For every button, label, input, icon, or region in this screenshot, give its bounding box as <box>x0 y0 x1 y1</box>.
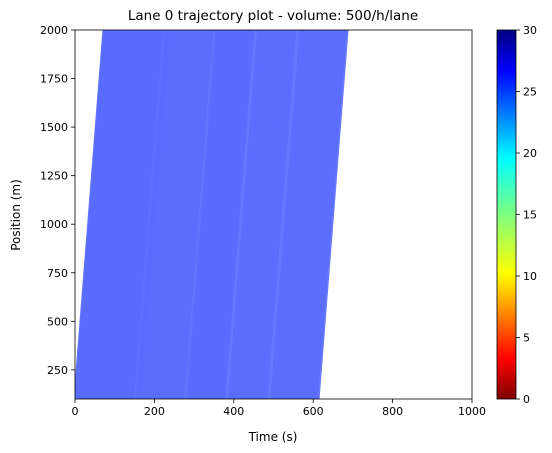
colorbar-tick-label: 0 <box>523 393 530 406</box>
y-tick-label: 1250 <box>40 170 68 183</box>
trajectory-series <box>75 30 349 399</box>
x-tick-label: 600 <box>303 405 324 418</box>
trajectory-line <box>223 30 256 399</box>
y-tick-label: 1750 <box>40 73 68 86</box>
trajectory-line <box>182 30 216 399</box>
y-tick-label: 1000 <box>40 218 68 231</box>
colorbar-tick-label: 20 <box>523 147 537 160</box>
x-tick-label: 1000 <box>458 405 486 418</box>
trajectory-line <box>316 30 349 399</box>
y-tick-label: 2000 <box>40 24 68 37</box>
x-axis-label: Time (s) <box>248 430 298 444</box>
y-axis: 250 500 750 1000 1250 1500 1750 2000 <box>40 24 75 377</box>
y-tick-label: 1500 <box>40 121 68 134</box>
colorbar-tick-label: 30 <box>523 24 537 37</box>
colorbar-ticks: 0 5 10 15 20 25 30 <box>516 24 537 406</box>
trajectory-line <box>132 30 166 399</box>
x-tick-label: 400 <box>223 405 244 418</box>
y-tick-label: 250 <box>47 364 68 377</box>
colorbar-tick-label: 10 <box>523 270 537 283</box>
x-tick-label: 200 <box>144 405 165 418</box>
colorbar-tick-label: 25 <box>523 86 537 99</box>
colorbar-gradient <box>496 29 517 400</box>
y-axis-label: Position (m) <box>9 179 23 251</box>
plot-area <box>74 29 473 400</box>
x-tick-label: 800 <box>382 405 403 418</box>
trajectory-line <box>265 30 299 399</box>
colorbar-tick-label: 5 <box>523 332 530 345</box>
y-tick-label: 500 <box>47 315 68 328</box>
colorbar-tick-label: 15 <box>523 209 537 222</box>
x-tick-label: 0 <box>72 405 79 418</box>
chart-title: Lane 0 trajectory plot - volume: 500/h/l… <box>128 8 418 24</box>
colorbar: 0 5 10 15 20 25 30 <box>496 24 537 406</box>
y-tick-label: 750 <box>47 267 68 280</box>
x-axis: 0 200 400 600 800 1000 <box>72 399 486 418</box>
plot-frame <box>74 29 473 400</box>
